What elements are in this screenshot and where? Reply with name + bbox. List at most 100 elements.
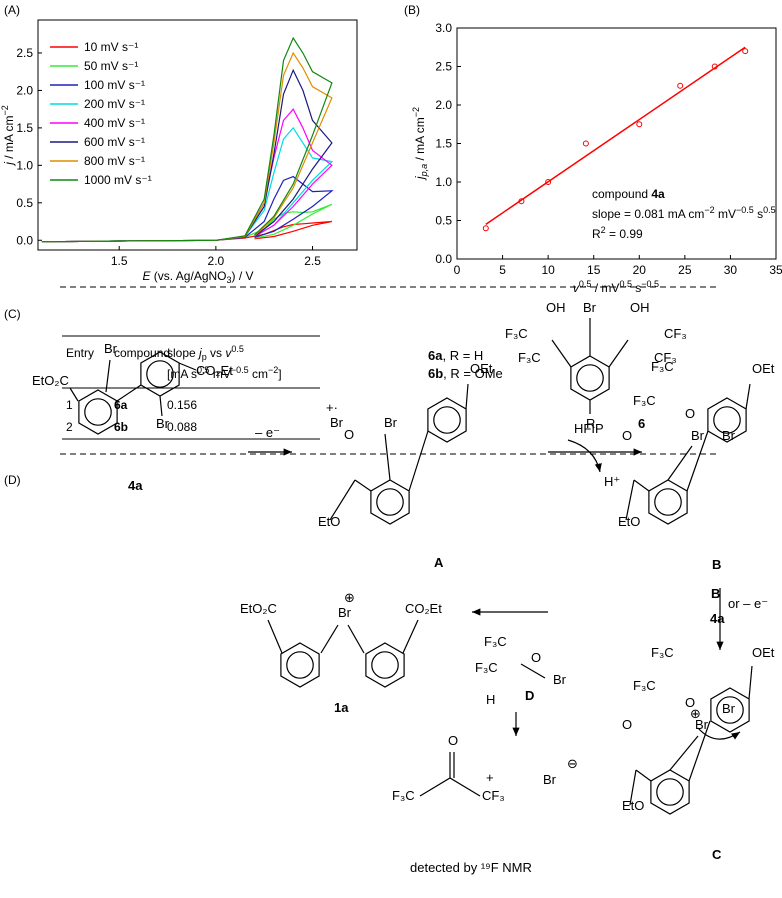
- bond: [625, 479, 635, 521]
- scheme-label: Br: [722, 428, 736, 443]
- bond: [384, 433, 391, 481]
- ring-inner: [146, 360, 174, 388]
- scheme-label: O: [344, 427, 354, 442]
- scheme-label: CO₂Et: [405, 601, 442, 616]
- data-point: [677, 82, 684, 89]
- bond: [688, 720, 711, 782]
- bond: [354, 479, 372, 492]
- y-tick-label: 1.5: [435, 137, 452, 151]
- scheme-label: EtO: [622, 798, 644, 813]
- header-part: vs: [207, 346, 226, 360]
- scheme-label: B: [712, 557, 721, 572]
- legend-label: 100 mV s⁻¹: [84, 78, 145, 92]
- scheme-label: – e⁻: [255, 425, 280, 440]
- y-tick-label: 2.5: [435, 60, 452, 74]
- bond: [408, 430, 429, 492]
- scheme-label: O: [685, 406, 695, 421]
- x-tick-label: 2.5: [304, 254, 321, 268]
- scheme-label: 4a: [128, 478, 143, 493]
- scheme-label: CO₂Et: [196, 363, 233, 378]
- annotation-part: 2: [601, 225, 606, 235]
- bond: [686, 430, 709, 492]
- atom-label: OH: [630, 300, 650, 315]
- scheme-label: Br: [156, 416, 170, 431]
- ring: [365, 642, 405, 688]
- annotation-part: s: [754, 207, 763, 221]
- legend-label: 400 mV s⁻¹: [84, 116, 145, 130]
- header-part: j: [197, 346, 202, 360]
- variant-part: , R = H: [442, 348, 483, 363]
- header-part: mV: [210, 367, 231, 381]
- scheme-label: Br: [553, 672, 567, 687]
- curved-arrow: [567, 439, 602, 473]
- data-point: [482, 225, 489, 232]
- header-part: slope: [167, 346, 199, 360]
- data-point: [518, 198, 525, 205]
- x-axis-label: E (vs. Ag/AgNO3) / V: [142, 269, 253, 285]
- scheme-label: OEt: [752, 361, 775, 376]
- cv-curve: [41, 220, 333, 243]
- bond: [551, 339, 572, 368]
- scheme-label: Br: [722, 701, 736, 716]
- legend-label: 200 mV s⁻¹: [84, 97, 145, 111]
- atom-label: CF₃: [654, 350, 677, 365]
- y-tick-label: 3.0: [435, 21, 452, 35]
- y-tick-label: 0.0: [16, 233, 33, 247]
- fit-line: [485, 46, 746, 225]
- x-tick-label: 2.0: [208, 254, 225, 268]
- ring-inner: [654, 488, 682, 516]
- table-cell: 1: [66, 398, 73, 412]
- annotation-part: compound: [592, 187, 651, 201]
- annotation: compound 4a: [592, 187, 665, 201]
- scheme-label: OEt: [752, 645, 775, 660]
- label-part: (vs. Ag/AgNO: [150, 269, 226, 283]
- scheme-label: F₃C: [633, 393, 656, 408]
- scheme-label: ⊕: [690, 706, 701, 721]
- atom-label: OH: [546, 300, 566, 315]
- y-tick-label: 2.5: [16, 46, 33, 60]
- bond: [465, 383, 469, 410]
- table-header: Entry: [66, 346, 94, 360]
- scheme-label: F₃C: [392, 788, 415, 803]
- ring-inner: [716, 696, 744, 724]
- legend-label: 1000 mV s⁻¹: [84, 173, 152, 187]
- panel-label: (C): [4, 307, 21, 321]
- ring: [280, 642, 320, 688]
- scheme-label: CF₃: [482, 788, 505, 803]
- bond: [669, 735, 699, 771]
- y-tick-label: 1.0: [16, 158, 33, 172]
- panel-label: (B): [404, 3, 420, 17]
- annotation-part: 0.5: [763, 205, 776, 215]
- scheme-label: O: [685, 695, 695, 710]
- scheme-label: H⁺: [604, 474, 620, 489]
- bond: [633, 479, 650, 492]
- scheme-label: Br: [695, 717, 709, 732]
- scheme-label: ⊕: [344, 590, 355, 605]
- legend-label: 800 mV s⁻¹: [84, 154, 145, 168]
- header-part: −2: [268, 365, 278, 375]
- table-cell: 2: [66, 420, 73, 434]
- scheme-label: A: [434, 555, 444, 570]
- bond: [402, 619, 419, 654]
- scheme-label: C: [712, 847, 722, 862]
- annotation-part: −2: [704, 205, 714, 215]
- scheme-label: B: [711, 586, 720, 601]
- label-part: p,a: [419, 164, 429, 178]
- scheme-label: Br: [330, 415, 344, 430]
- panel-label: (A): [4, 3, 20, 17]
- y-tick-label: 1.0: [435, 175, 452, 189]
- y-tick-label: 2.0: [435, 98, 452, 112]
- bond: [347, 624, 365, 654]
- table-cell: 6b: [114, 420, 128, 434]
- x-tick-label: 10: [541, 263, 555, 277]
- bond: [608, 339, 629, 368]
- annotation-part: 4a: [651, 187, 665, 201]
- ring-inner: [433, 406, 461, 434]
- bond: [748, 665, 753, 700]
- header-part: cm: [249, 367, 268, 381]
- scheme-label: 1a: [334, 700, 349, 715]
- label-part: s: [632, 281, 641, 295]
- label-part: v: [573, 281, 580, 295]
- x-tick-label: 30: [724, 263, 738, 277]
